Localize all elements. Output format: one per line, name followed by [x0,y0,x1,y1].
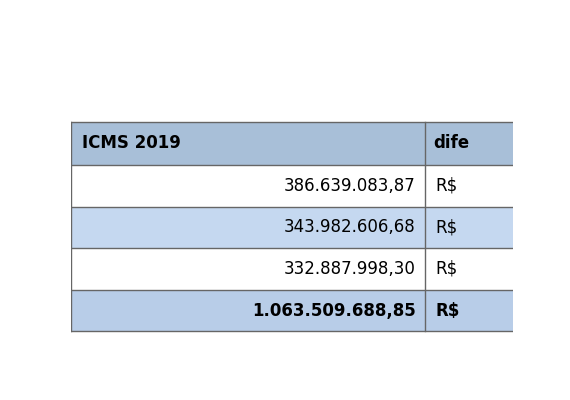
Bar [71,290,425,331]
Bar [71,122,425,165]
Text: 332.887.998,30: 332.887.998,30 [284,260,416,278]
Text: R$: R$ [435,302,460,320]
Bar [425,165,557,207]
Text: ICMS 2019: ICMS 2019 [82,134,181,152]
Bar [425,290,557,331]
Bar [71,248,425,290]
Bar [71,165,425,207]
Text: 1.063.509.688,85: 1.063.509.688,85 [252,302,416,320]
Text: R$: R$ [435,260,458,278]
Bar [425,122,557,165]
Text: R$: R$ [435,218,458,236]
Text: dife: dife [434,134,470,152]
Text: R$: R$ [435,177,458,195]
Text: 343.982.606,68: 343.982.606,68 [284,218,416,236]
Bar [425,207,557,248]
Bar [425,248,557,290]
Text: 386.639.083,87: 386.639.083,87 [284,177,416,195]
Bar [71,207,425,248]
